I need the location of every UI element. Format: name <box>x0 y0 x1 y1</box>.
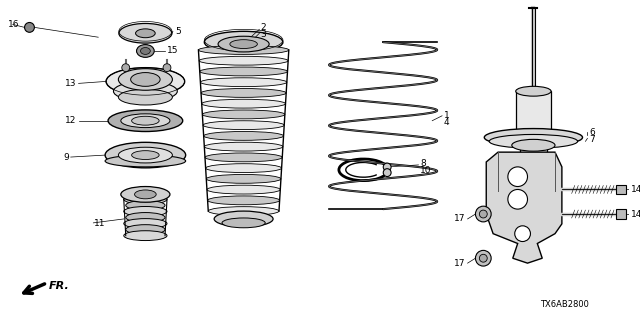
Circle shape <box>476 206 491 222</box>
Circle shape <box>508 189 527 209</box>
Ellipse shape <box>124 219 167 228</box>
Ellipse shape <box>118 89 172 105</box>
Text: 3: 3 <box>260 30 266 39</box>
Ellipse shape <box>489 134 578 148</box>
Ellipse shape <box>214 211 273 227</box>
Ellipse shape <box>200 78 287 87</box>
Text: 14: 14 <box>630 185 640 194</box>
Ellipse shape <box>205 164 282 172</box>
Ellipse shape <box>118 147 172 163</box>
Ellipse shape <box>207 185 280 194</box>
Ellipse shape <box>202 110 285 119</box>
Ellipse shape <box>516 131 551 140</box>
Bar <box>616 185 626 194</box>
Ellipse shape <box>205 153 282 162</box>
Ellipse shape <box>124 194 167 204</box>
Ellipse shape <box>124 206 167 216</box>
Ellipse shape <box>134 190 156 199</box>
Ellipse shape <box>124 231 167 241</box>
Circle shape <box>24 22 35 32</box>
Ellipse shape <box>204 142 283 151</box>
Ellipse shape <box>105 155 186 167</box>
Ellipse shape <box>118 69 172 90</box>
Text: 16: 16 <box>8 20 19 29</box>
Text: 14: 14 <box>630 210 640 219</box>
Ellipse shape <box>199 56 288 65</box>
Bar <box>516 91 551 135</box>
Ellipse shape <box>222 218 265 228</box>
Ellipse shape <box>125 225 165 235</box>
Ellipse shape <box>198 45 289 54</box>
Text: 1: 1 <box>444 111 450 120</box>
Ellipse shape <box>484 129 582 146</box>
Ellipse shape <box>218 36 269 52</box>
Text: 17: 17 <box>454 259 466 268</box>
Ellipse shape <box>108 110 182 132</box>
Text: 9: 9 <box>63 153 68 162</box>
Text: 7: 7 <box>589 135 595 144</box>
Ellipse shape <box>202 99 285 108</box>
Ellipse shape <box>206 174 281 183</box>
Ellipse shape <box>203 121 284 130</box>
Ellipse shape <box>200 67 287 76</box>
Ellipse shape <box>207 196 280 205</box>
Circle shape <box>479 254 487 262</box>
Ellipse shape <box>230 40 257 49</box>
Text: 2: 2 <box>260 23 266 32</box>
Ellipse shape <box>140 48 150 54</box>
Ellipse shape <box>105 142 186 168</box>
Ellipse shape <box>136 44 154 57</box>
Circle shape <box>476 250 491 266</box>
Ellipse shape <box>131 73 160 86</box>
Circle shape <box>122 64 130 72</box>
Ellipse shape <box>512 140 555 151</box>
Text: 5: 5 <box>175 27 180 36</box>
Bar <box>520 142 547 194</box>
Text: 13: 13 <box>65 79 77 88</box>
Ellipse shape <box>113 81 177 101</box>
Ellipse shape <box>106 68 185 95</box>
Ellipse shape <box>204 132 284 140</box>
Ellipse shape <box>132 151 159 159</box>
Ellipse shape <box>121 114 170 128</box>
Text: 15: 15 <box>167 46 179 55</box>
Ellipse shape <box>132 116 159 125</box>
Bar <box>616 209 626 219</box>
Circle shape <box>515 226 531 242</box>
Ellipse shape <box>136 29 156 38</box>
Ellipse shape <box>204 31 283 53</box>
Ellipse shape <box>121 187 170 202</box>
Text: 6: 6 <box>589 128 595 137</box>
Circle shape <box>479 210 487 218</box>
Text: 11: 11 <box>94 219 106 228</box>
Text: 4: 4 <box>444 118 450 127</box>
Ellipse shape <box>516 86 551 96</box>
Text: 8: 8 <box>420 159 426 168</box>
Text: FR.: FR. <box>49 281 70 291</box>
Ellipse shape <box>208 207 279 215</box>
Text: TX6AB2800: TX6AB2800 <box>540 300 589 309</box>
Ellipse shape <box>201 89 286 97</box>
Circle shape <box>163 64 171 72</box>
Ellipse shape <box>125 200 165 210</box>
Text: 12: 12 <box>65 116 77 125</box>
Circle shape <box>508 167 527 187</box>
Polygon shape <box>486 152 562 263</box>
Text: 10: 10 <box>420 166 432 175</box>
Ellipse shape <box>125 212 165 222</box>
Circle shape <box>383 169 391 177</box>
Circle shape <box>383 163 391 171</box>
Text: 17: 17 <box>454 214 466 223</box>
Ellipse shape <box>119 23 172 43</box>
